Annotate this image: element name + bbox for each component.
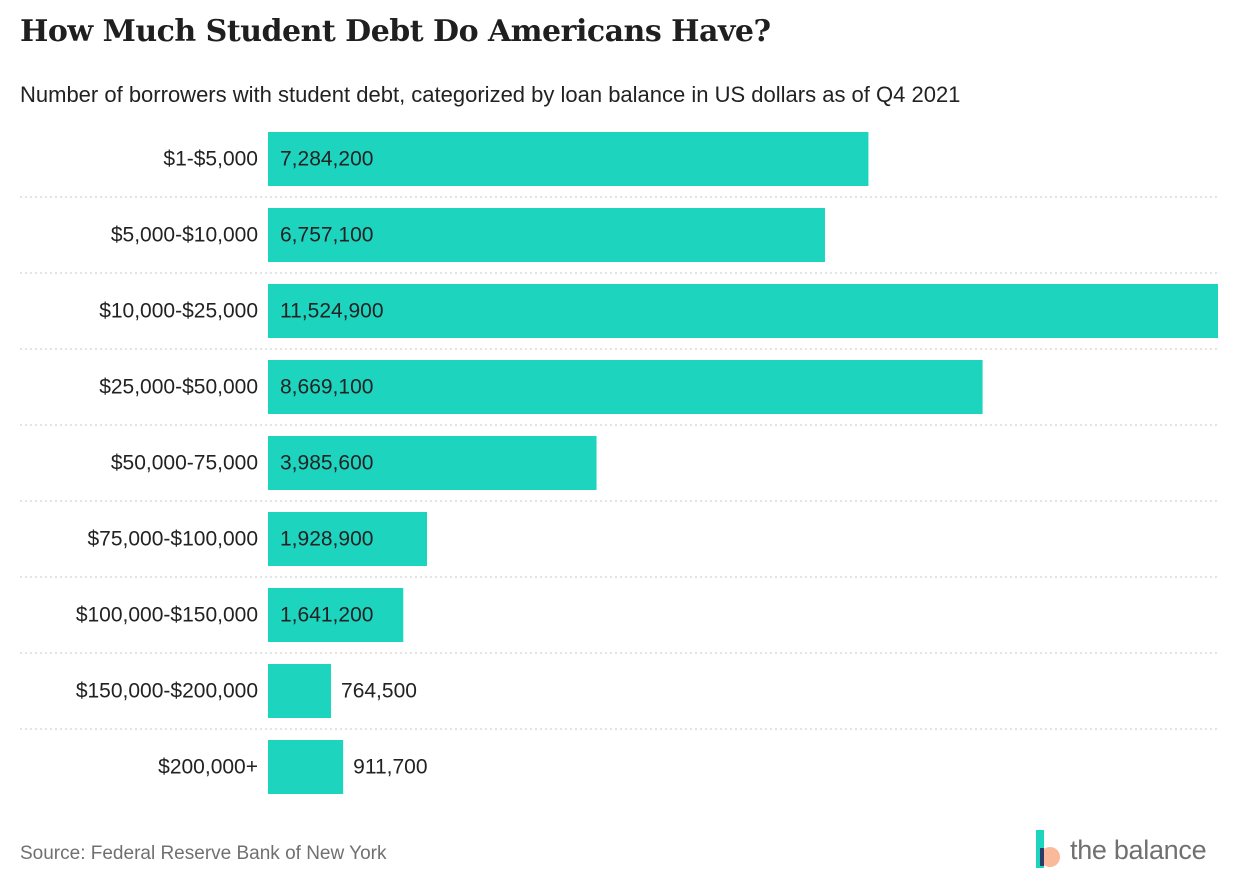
bar [268, 588, 404, 642]
bar [268, 436, 597, 490]
value-label: 7,284,200 [280, 148, 373, 171]
category-label: $150,000-$200,000 [76, 680, 258, 703]
bar [268, 132, 869, 186]
bar-chart: $1-$5,000 7,284,200 $5,000-$10,000 6,757,10… [20, 132, 1218, 794]
bar [268, 208, 825, 262]
category-label: $50,000-75,000 [111, 452, 258, 475]
brand-logo: the balance [1036, 830, 1207, 870]
category-label: $5,000-$10,000 [111, 224, 258, 247]
chart-subtitle: Number of borrowers with student debt, c… [20, 82, 961, 107]
bar [268, 740, 344, 794]
category-label: $75,000-$100,000 [88, 528, 259, 551]
value-label: 3,985,600 [280, 452, 373, 475]
source-note: Source: Federal Reserve Bank of New York [20, 843, 387, 864]
chart-title: How Much Student Debt Do Americans Have? [20, 14, 771, 49]
logo-text: the balance [1070, 834, 1207, 865]
bar [268, 284, 1218, 338]
value-label: 1,928,900 [280, 528, 373, 551]
category-label: $1-$5,000 [163, 148, 258, 171]
bar [268, 512, 427, 566]
value-label: 911,700 [353, 756, 427, 779]
logo-mark-icon [1036, 830, 1062, 870]
bar [268, 664, 332, 718]
category-label: $10,000-$25,000 [99, 300, 258, 323]
category-label: $200,000+ [158, 756, 258, 779]
value-label: 764,500 [341, 680, 417, 703]
value-label: 1,641,200 [280, 604, 373, 627]
value-label: 8,669,100 [280, 376, 373, 399]
value-label: 6,757,100 [280, 224, 373, 247]
category-label: $100,000-$150,000 [76, 604, 258, 627]
value-label: 11,524,900 [280, 300, 384, 323]
bar [268, 360, 983, 414]
category-label: $25,000-$50,000 [99, 376, 258, 399]
